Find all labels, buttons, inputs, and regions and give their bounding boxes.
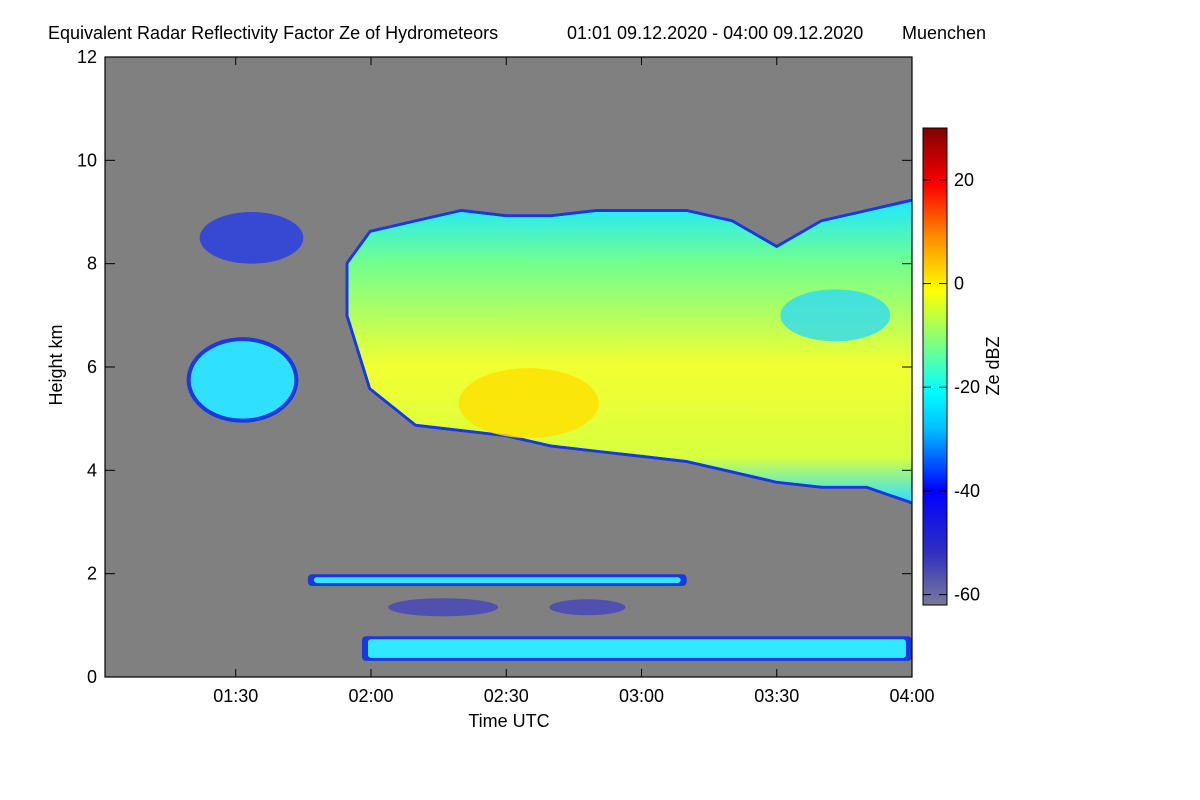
x-tick-label: 04:00 (889, 686, 934, 706)
x-tick-label: 02:00 (348, 686, 393, 706)
colorbar (922, 127, 948, 606)
colorbar-tick-label: 0 (954, 274, 964, 294)
layer-body (313, 577, 681, 583)
x-tick-label: 03:30 (754, 686, 799, 706)
chart-period: 01:01 09.12.2020 - 04:00 09.12.2020 (567, 23, 863, 43)
colorbar-tick-label: -20 (954, 377, 980, 397)
upper-right-cyan-patch (780, 289, 891, 342)
chart-title: Equivalent Radar Reflectivity Factor Ze … (48, 23, 498, 43)
y-axis-label: Height km (46, 324, 66, 405)
colorbar-tick-label: -60 (954, 585, 980, 605)
x-tick-label: 03:00 (619, 686, 664, 706)
y-tick-label: 10 (77, 150, 97, 170)
colorbar-ticks: 20 0 -20 -40 -60 (923, 170, 980, 605)
y-tick-label: 4 (87, 460, 97, 480)
faint-echo-low (388, 598, 499, 617)
y-tick-label: 12 (77, 47, 97, 67)
x-tick-label: 01:30 (213, 686, 258, 706)
upper-fragments (199, 212, 304, 264)
x-axis-label: Time UTC (468, 711, 549, 731)
y-tick-label: 8 (87, 254, 97, 274)
x-tick-label: 02:30 (484, 686, 529, 706)
y-tick-label: 2 (87, 564, 97, 584)
echo-layer (186, 198, 912, 661)
x-axis: 01:30 02:00 02:30 03:00 03:30 04:00 (213, 57, 935, 706)
colorbar-tick-label: -40 (954, 481, 980, 501)
y-tick-label: 0 (87, 667, 97, 687)
y-tick-label: 6 (87, 357, 97, 377)
chart-location: Muenchen (902, 23, 986, 43)
colorbar-label: Ze dBZ (983, 336, 1003, 395)
layer-body (367, 639, 906, 658)
colorbar-tick-label: 20 (954, 170, 974, 190)
mid-echo-body (190, 341, 295, 419)
y-axis: 0 2 4 6 8 10 12 (77, 47, 912, 687)
faint-echo-low-2 (549, 599, 626, 616)
peak-reflectivity-core (458, 368, 599, 439)
